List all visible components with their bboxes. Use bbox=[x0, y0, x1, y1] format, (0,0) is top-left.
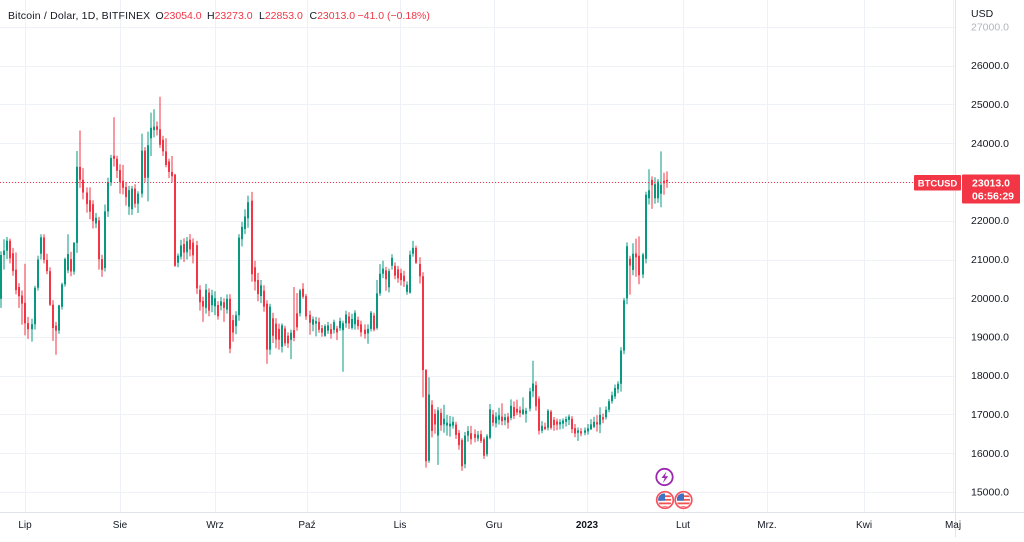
svg-text:15000.0: 15000.0 bbox=[971, 487, 1009, 499]
svg-text:−41.0 (−0.18%): −41.0 (−0.18%) bbox=[358, 10, 430, 22]
svg-text:22000.0: 22000.0 bbox=[971, 215, 1009, 227]
svg-text:USD: USD bbox=[971, 8, 994, 20]
svg-text:21000.0: 21000.0 bbox=[971, 254, 1009, 266]
svg-text:Bitcoin / Dolar, 1D, BITFINEX: Bitcoin / Dolar, 1D, BITFINEX bbox=[8, 10, 150, 22]
svg-text:Wrz: Wrz bbox=[206, 520, 224, 531]
svg-text:O23054.0: O23054.0 bbox=[156, 10, 202, 22]
svg-text:Sie: Sie bbox=[113, 520, 128, 531]
svg-text:Lip: Lip bbox=[18, 520, 32, 531]
svg-text:25000.0: 25000.0 bbox=[971, 99, 1009, 111]
svg-text:20000.0: 20000.0 bbox=[971, 293, 1009, 305]
svg-text:Kwi: Kwi bbox=[856, 520, 872, 531]
svg-text:Lut: Lut bbox=[676, 520, 690, 531]
svg-text:2023: 2023 bbox=[576, 520, 599, 531]
svg-text:19000.0: 19000.0 bbox=[971, 332, 1009, 344]
svg-text:Gru: Gru bbox=[486, 520, 503, 531]
svg-text:26000.0: 26000.0 bbox=[971, 60, 1009, 72]
svg-text:Lis: Lis bbox=[394, 520, 407, 531]
svg-text:27000.0: 27000.0 bbox=[971, 22, 1009, 34]
svg-text:C23013.0: C23013.0 bbox=[310, 10, 356, 22]
svg-text:BTCUSD: BTCUSD bbox=[918, 178, 958, 189]
svg-text:18000.0: 18000.0 bbox=[971, 370, 1009, 382]
svg-text:17000.0: 17000.0 bbox=[971, 409, 1009, 421]
svg-text:Maj: Maj bbox=[945, 520, 961, 531]
svg-text:L22853.0: L22853.0 bbox=[259, 10, 303, 22]
svg-text:H23273.0: H23273.0 bbox=[207, 10, 253, 22]
svg-text:23013.0: 23013.0 bbox=[972, 178, 1010, 190]
svg-text:24000.0: 24000.0 bbox=[971, 138, 1009, 150]
svg-text:Mrz.: Mrz. bbox=[757, 520, 776, 531]
svg-text:Paź: Paź bbox=[298, 520, 315, 531]
svg-text:06:56:29: 06:56:29 bbox=[972, 191, 1014, 203]
svg-text:16000.0: 16000.0 bbox=[971, 448, 1009, 460]
